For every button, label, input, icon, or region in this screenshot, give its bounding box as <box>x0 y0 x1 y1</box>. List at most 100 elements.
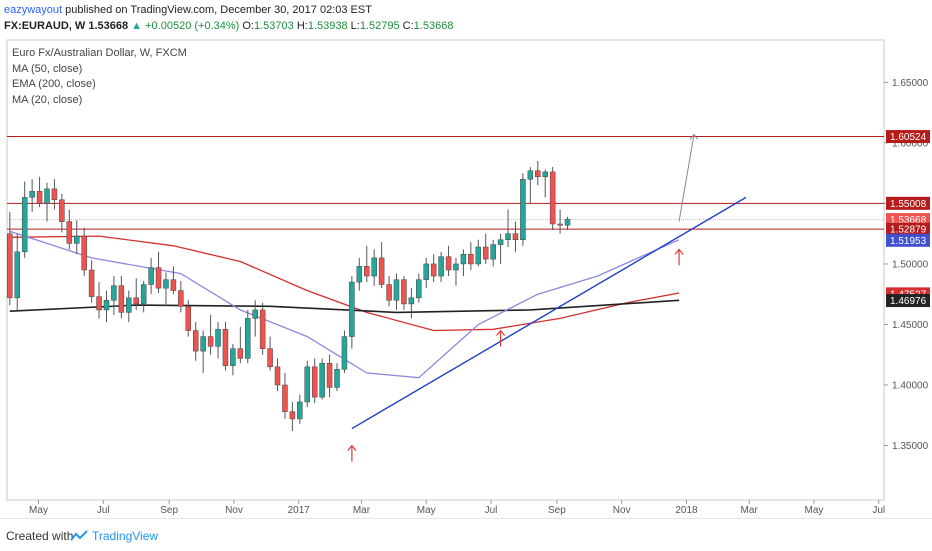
candle-body[interactable] <box>222 329 229 366</box>
candle-body[interactable] <box>170 279 177 291</box>
tradingview-brand-link[interactable]: TradingView <box>92 529 159 543</box>
candle-body[interactable] <box>103 300 110 311</box>
candle-body[interactable] <box>408 297 415 305</box>
candle-body[interactable] <box>349 281 355 337</box>
candle-body[interactable] <box>482 246 489 260</box>
candle-body[interactable] <box>163 279 169 289</box>
candle-body[interactable] <box>133 297 139 305</box>
candle-body[interactable] <box>535 170 541 178</box>
candle-body[interactable] <box>21 197 28 253</box>
price-change: +0.00520 (+0.34%) <box>145 20 240 32</box>
tradingview-logo-icon <box>70 530 88 541</box>
last-price: 1.53668 <box>88 20 129 32</box>
price-tag <box>886 222 930 236</box>
candle-body[interactable] <box>66 221 73 244</box>
candle-body[interactable] <box>14 251 21 299</box>
candle-body[interactable] <box>401 279 407 305</box>
time-axis-label: Jul <box>97 505 110 516</box>
candle-body[interactable] <box>453 263 459 271</box>
candle-body[interactable] <box>475 246 482 265</box>
candle-body[interactable] <box>334 369 340 388</box>
candle-body[interactable] <box>111 285 117 301</box>
candle-body[interactable] <box>319 362 325 398</box>
candle-body[interactable] <box>267 348 273 368</box>
candle-body[interactable] <box>118 285 125 313</box>
candle-body[interactable] <box>297 401 303 420</box>
candle-body[interactable] <box>386 284 392 301</box>
indicator-legend: Euro Fx/Australian Dollar, W, FXCM MA (5… <box>12 46 187 108</box>
candle-body[interactable] <box>7 233 13 299</box>
arrow-up-icon-head <box>347 444 357 451</box>
candle-body[interactable] <box>460 254 467 265</box>
candle-body[interactable] <box>497 239 504 245</box>
legend-item-ema200[interactable]: EMA (200, close) <box>12 78 96 90</box>
candle-body[interactable] <box>356 266 363 283</box>
candle-body[interactable] <box>126 297 132 313</box>
time-axis-label: Mar <box>741 505 759 516</box>
candle-body[interactable] <box>185 306 192 331</box>
candle-body[interactable] <box>140 284 147 305</box>
trendline[interactable] <box>351 196 747 430</box>
candle-body[interactable] <box>215 329 221 347</box>
candle-body[interactable] <box>96 296 102 311</box>
candle-body[interactable] <box>36 191 43 204</box>
candle-body[interactable] <box>527 170 534 180</box>
plot-area[interactable] <box>6 39 885 501</box>
candle-body[interactable] <box>237 348 244 359</box>
candle-body[interactable] <box>51 188 58 201</box>
candle-body[interactable] <box>549 171 556 225</box>
candle-body[interactable] <box>289 411 296 420</box>
chart-header: eazywayout published on TradingView.com,… <box>0 0 932 36</box>
candle-body[interactable] <box>44 188 50 204</box>
published-text: published on TradingView.com, December 3… <box>65 4 372 16</box>
candle-body[interactable] <box>274 366 281 386</box>
candle-body[interactable] <box>200 336 206 352</box>
candle-body[interactable] <box>259 309 266 349</box>
candle-body[interactable] <box>505 233 511 240</box>
price-axis-label: 1.60000 <box>892 138 929 149</box>
candle-body[interactable] <box>520 178 526 240</box>
legend-item-ma50[interactable]: MA (50, close) <box>12 62 83 75</box>
candle-body[interactable] <box>371 257 377 277</box>
candle-body[interactable] <box>542 171 548 178</box>
candle-body[interactable] <box>178 290 184 307</box>
projection-arrow[interactable] <box>678 134 695 222</box>
price-chart[interactable]: 1.350001.400001.450001.500001.550001.600… <box>0 0 932 518</box>
candle-body[interactable] <box>445 256 452 271</box>
candle-body[interactable] <box>230 348 236 366</box>
time-axis-label: 2017 <box>288 505 311 516</box>
candle-body[interactable] <box>304 366 311 403</box>
legend-item-ma20[interactable]: MA (20, close) <box>12 93 83 106</box>
candle-body[interactable] <box>148 267 154 285</box>
candle-body[interactable] <box>430 263 437 277</box>
candle-body[interactable] <box>363 266 370 277</box>
candle-body[interactable] <box>557 223 563 226</box>
candle-body[interactable] <box>378 257 385 285</box>
time-axis-label: Nov <box>225 505 243 516</box>
candle-body[interactable] <box>468 254 474 265</box>
candle-body[interactable] <box>512 233 519 240</box>
candle-body[interactable] <box>393 279 400 301</box>
candle-body[interactable] <box>207 336 214 347</box>
candle-body[interactable] <box>29 191 35 198</box>
candle-body[interactable] <box>59 199 65 222</box>
candle-body[interactable] <box>245 318 251 359</box>
candle-body[interactable] <box>282 384 288 412</box>
open-value: 1.53703 <box>254 20 294 32</box>
candle-body[interactable] <box>423 263 429 280</box>
candle-body[interactable] <box>416 279 422 299</box>
author-link[interactable]: eazywayout <box>4 4 63 16</box>
candle-body[interactable] <box>73 235 80 244</box>
candle-body[interactable] <box>81 235 87 271</box>
candle-body[interactable] <box>490 244 496 260</box>
triangle-up-icon: ▲ <box>131 20 143 32</box>
candle-body[interactable] <box>564 218 571 226</box>
candle-body[interactable] <box>192 330 199 352</box>
candle-body[interactable] <box>341 336 348 370</box>
candle-body[interactable] <box>326 362 333 388</box>
candle-body[interactable] <box>311 366 318 398</box>
candle-body[interactable] <box>155 267 162 289</box>
candle-body[interactable] <box>438 256 444 277</box>
candle-body[interactable] <box>88 269 95 297</box>
candle-body[interactable] <box>252 309 258 319</box>
